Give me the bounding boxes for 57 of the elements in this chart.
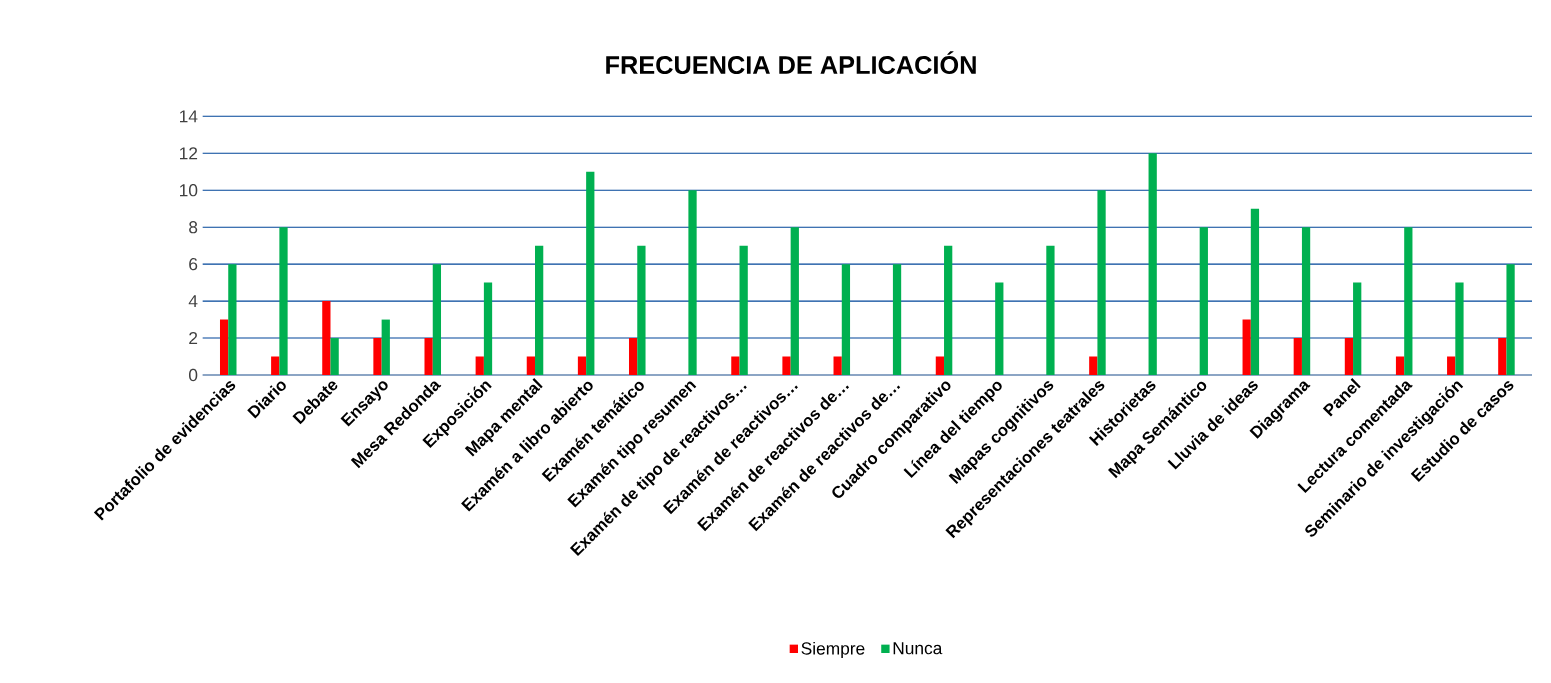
y-tick-label: 4 [188, 295, 198, 308]
bar [432, 264, 442, 375]
bar [586, 171, 595, 375]
bar [381, 319, 390, 375]
bar [1089, 356, 1098, 375]
y-tick-label: 10 [180, 184, 198, 197]
bar [782, 356, 791, 375]
bar [526, 356, 536, 375]
bar [322, 301, 331, 375]
chart-title: FRECUENCIA DE APLICACIÓN [606, 51, 976, 75]
bar [373, 338, 382, 375]
y-tick-label: 12 [180, 147, 198, 160]
bar [1301, 227, 1311, 375]
bar [1395, 356, 1405, 375]
bar [1353, 282, 1362, 375]
bar [1447, 356, 1456, 375]
bar [1199, 227, 1208, 375]
bar [475, 356, 484, 375]
bar [892, 264, 902, 375]
bar [1498, 338, 1507, 375]
bar [995, 282, 1004, 375]
bar [1404, 227, 1413, 375]
bar [279, 227, 288, 375]
bar [1293, 338, 1302, 375]
bar [790, 227, 799, 375]
bar [935, 356, 945, 375]
bar [629, 338, 638, 375]
y-tick-label: 6 [189, 258, 198, 271]
bar [1242, 319, 1251, 375]
bar [731, 356, 740, 375]
bar [1344, 338, 1354, 375]
bar [739, 245, 748, 375]
bar [219, 319, 229, 375]
bar [330, 338, 339, 375]
bar [228, 264, 237, 375]
bar [577, 356, 587, 375]
y-tick-label: 8 [189, 221, 198, 234]
legend-label: Siempre [801, 641, 865, 659]
bar [637, 245, 646, 375]
bar [483, 282, 493, 375]
bar [1455, 282, 1464, 375]
bar [1148, 153, 1157, 375]
y-tick-label: 2 [189, 331, 198, 345]
bar [688, 190, 697, 375]
bar [833, 356, 842, 375]
bar [1506, 264, 1515, 375]
legend-label: Nunca [893, 642, 943, 655]
y-tick-label: 0 [188, 368, 198, 382]
bar [535, 245, 544, 375]
bar [841, 264, 851, 375]
bar [944, 245, 953, 375]
bar [424, 338, 433, 375]
y-tick-label: 14 [180, 110, 198, 123]
bar [1046, 245, 1055, 375]
bar [271, 356, 280, 375]
bar [1097, 190, 1106, 375]
bar [1250, 208, 1260, 375]
